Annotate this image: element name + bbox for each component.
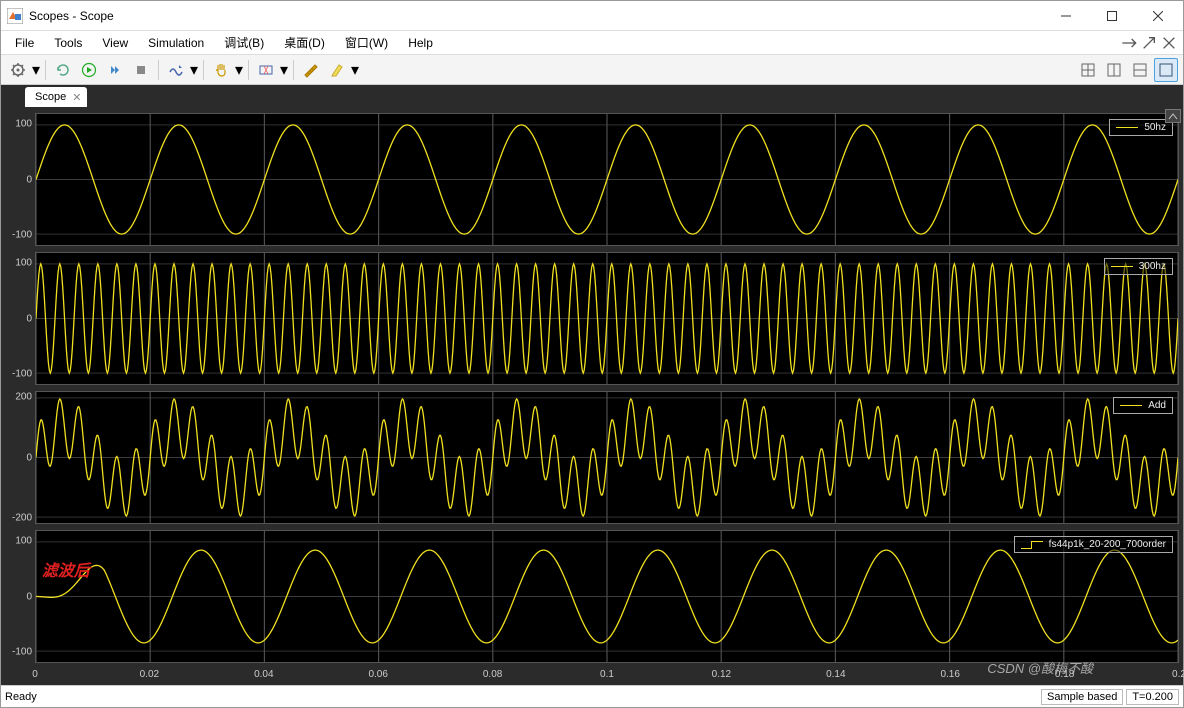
app-icon <box>7 8 23 24</box>
step-forward-button[interactable] <box>103 58 127 82</box>
menu-desktop[interactable]: 桌面(D) <box>274 31 335 54</box>
legend-swatch-icon <box>1021 541 1043 549</box>
layout-2x2-button[interactable] <box>1076 58 1100 82</box>
legend-label: Add <box>1148 400 1166 411</box>
layout-1x2-button[interactable] <box>1102 58 1126 82</box>
menu-debug[interactable]: 调试(B) <box>214 31 274 54</box>
dock-snap-icon[interactable] <box>1121 35 1137 51</box>
status-ready: Ready <box>5 691 37 703</box>
measure-button[interactable] <box>299 58 323 82</box>
x-tick-label: 0.14 <box>826 669 845 680</box>
status-sample-mode: Sample based <box>1041 689 1123 705</box>
x-tick-label: 0.08 <box>483 669 502 680</box>
menu-bar: File Tools View Simulation 调试(B) 桌面(D) 窗… <box>1 31 1183 55</box>
run-button[interactable] <box>77 58 101 82</box>
plot-canvas[interactable]: fs44p1k_20-200_700order 滤波后 <box>35 530 1179 663</box>
scope-tab-close-icon[interactable]: ✕ <box>72 91 81 104</box>
plot-legend: 300hz <box>1104 258 1173 275</box>
menu-tools[interactable]: Tools <box>44 33 92 53</box>
plot-row-2: -2000200 Add <box>5 391 1179 524</box>
plot-canvas[interactable]: 50hz <box>35 113 1179 246</box>
legend-label: 50hz <box>1144 122 1166 133</box>
close-button[interactable] <box>1135 1 1181 30</box>
menu-window[interactable]: 窗口(W) <box>335 31 398 54</box>
find-signal-button[interactable] <box>164 58 188 82</box>
plot-legend: fs44p1k_20-200_700order <box>1014 536 1173 553</box>
y-axis-labels: -1000100 <box>5 113 35 246</box>
status-time: T=0.200 <box>1126 689 1179 705</box>
plot-row-1: -1000100 300hz <box>5 252 1179 385</box>
y-axis-labels: -1000100 <box>5 252 35 385</box>
x-tick-label: 0.06 <box>368 669 387 680</box>
x-tick-label: 0.18 <box>1055 669 1074 680</box>
configure-button[interactable] <box>6 58 30 82</box>
minimize-button[interactable] <box>1043 1 1089 30</box>
legend-swatch-icon <box>1116 127 1138 129</box>
plot-legend: Add <box>1113 397 1173 414</box>
legend-label: 300hz <box>1139 261 1166 272</box>
dock-close-icon[interactable] <box>1161 35 1177 51</box>
plot-row-0: -1000100 50hz <box>5 113 1179 246</box>
menu-file[interactable]: File <box>5 33 44 53</box>
x-tick-label: 0.04 <box>254 669 273 680</box>
plot-annotation: 滤波后 <box>42 557 90 581</box>
x-tick-label: 0.2 <box>1172 669 1184 680</box>
plot-row-3: -1000100 fs44p1k_20-200_700order 滤波后 <box>5 530 1179 663</box>
y-axis-labels: -2000200 <box>5 391 35 524</box>
menu-simulation[interactable]: Simulation <box>138 33 214 53</box>
plot-legend: 50hz <box>1109 119 1173 136</box>
scope-tab[interactable]: Scope ✕ <box>25 87 87 107</box>
undock-icon[interactable] <box>1141 35 1157 51</box>
legend-swatch-icon <box>1111 266 1133 268</box>
x-tick-label: 0.1 <box>600 669 614 680</box>
legend-swatch-icon <box>1120 405 1142 407</box>
x-tick-label: 0.02 <box>140 669 159 680</box>
update-button[interactable] <box>51 58 75 82</box>
scope-tabbar: Scope ✕ <box>1 85 1183 107</box>
plot-canvas[interactable]: Add <box>35 391 1179 524</box>
x-tick-label: 0.16 <box>940 669 959 680</box>
layout-2x1-button[interactable] <box>1128 58 1152 82</box>
highlight-button[interactable] <box>325 58 349 82</box>
layout-1x1-button[interactable] <box>1154 58 1178 82</box>
configure-dropdown[interactable]: ▾ <box>31 60 41 80</box>
window-title: Scopes - Scope <box>29 9 1043 23</box>
x-tick-label: 0 <box>32 669 38 680</box>
highlight-dropdown[interactable]: ▾ <box>350 60 360 80</box>
scope-tab-label: Scope <box>35 91 66 103</box>
x-axis: 00.020.040.060.080.10.120.140.160.180.2 <box>5 669 1179 685</box>
legend-label: fs44p1k_20-200_700order <box>1049 539 1166 550</box>
toolbar: ▾ ▾ ▾ ▾ ▾ <box>1 55 1183 85</box>
pan-dropdown[interactable]: ▾ <box>234 60 244 80</box>
plot-canvas[interactable]: 300hz <box>35 252 1179 385</box>
zoom-button[interactable] <box>254 58 278 82</box>
menu-help[interactable]: Help <box>398 33 443 53</box>
find-dropdown[interactable]: ▾ <box>189 60 199 80</box>
zoom-dropdown[interactable]: ▾ <box>279 60 289 80</box>
y-axis-labels: -1000100 <box>5 530 35 663</box>
status-bar: Ready Sample based T=0.200 <box>1 685 1183 707</box>
stop-button[interactable] <box>129 58 153 82</box>
pan-button[interactable] <box>209 58 233 82</box>
x-tick-label: 0.12 <box>712 669 731 680</box>
window-titlebar: Scopes - Scope <box>1 1 1183 31</box>
scope-area: -1000100 50hz -1000100 300hz -2000200 Add -100… <box>1 107 1183 685</box>
expand-plot-icon[interactable] <box>1165 109 1181 123</box>
maximize-button[interactable] <box>1089 1 1135 30</box>
menu-view[interactable]: View <box>92 33 138 53</box>
